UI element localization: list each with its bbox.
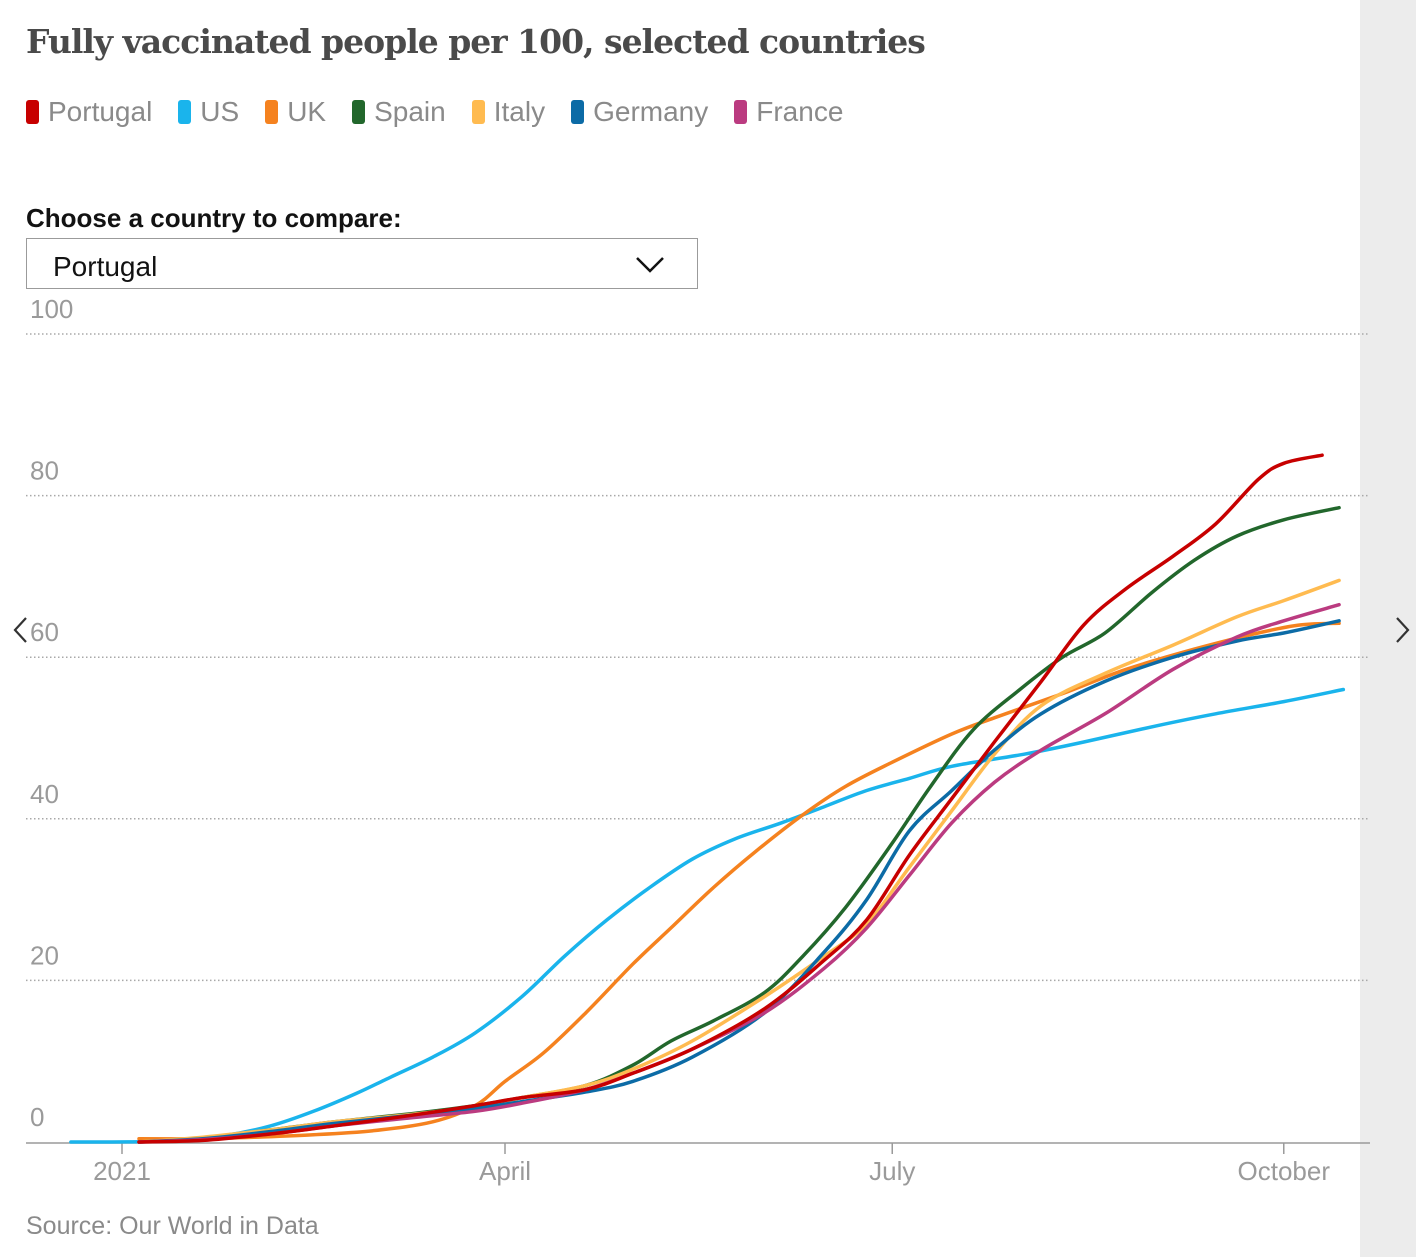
series-line-us xyxy=(69,687,1346,1144)
legend-swatch xyxy=(471,100,485,124)
series-line-italy xyxy=(137,578,1341,1144)
chevron-left-icon[interactable] xyxy=(6,610,36,650)
legend: Portugal US UK Spain Italy Germany France xyxy=(26,96,869,128)
source-note: Source: Our World in Data xyxy=(26,1212,319,1240)
x-tick-label: July xyxy=(869,1156,915,1186)
series-line-portugal xyxy=(137,453,1324,1144)
legend-item: Italy xyxy=(471,96,546,128)
legend-item: Portugal xyxy=(26,96,152,128)
selected-country: Portugal xyxy=(53,251,158,282)
legend-item: France xyxy=(734,96,843,128)
x-tick-label: October xyxy=(1238,1156,1331,1186)
legend-label: Spain xyxy=(374,96,446,127)
series-line-germany xyxy=(137,619,1341,1144)
series-line-uk xyxy=(137,621,1341,1141)
legend-label: France xyxy=(756,96,844,127)
x-tick-label: 2021 xyxy=(93,1156,151,1186)
chart-title: Fully vaccinated people per 100, selecte… xyxy=(26,22,926,61)
legend-label: Italy xyxy=(493,96,546,127)
legend-label: Portugal xyxy=(48,96,153,127)
y-tick-label: 80 xyxy=(30,456,59,486)
y-tick-label: 40 xyxy=(30,779,59,809)
y-tick-label: 0 xyxy=(30,1102,44,1132)
legend-label: US xyxy=(200,96,240,127)
legend-item: US xyxy=(178,96,239,128)
y-tick-label: 20 xyxy=(30,940,59,970)
legend-item: Germany xyxy=(571,96,708,128)
chevron-down-icon[interactable] xyxy=(635,256,665,278)
legend-label: Germany xyxy=(593,96,709,127)
chevron-right-icon[interactable] xyxy=(1392,610,1416,650)
y-tick-label: 100 xyxy=(30,294,73,324)
legend-swatch xyxy=(265,100,279,124)
legend-label: UK xyxy=(287,96,327,127)
legend-swatch xyxy=(571,100,585,124)
legend-swatch xyxy=(734,100,748,124)
series-line-spain xyxy=(137,505,1341,1144)
legend-swatch xyxy=(26,100,39,124)
y-tick-label: 60 xyxy=(30,617,59,647)
series-line-france xyxy=(137,602,1341,1144)
x-tick-label: April xyxy=(479,1156,531,1186)
legend-item: Spain xyxy=(352,96,446,128)
legend-swatch xyxy=(352,100,366,124)
legend-item: UK xyxy=(265,96,326,128)
country-select[interactable]: Portugal xyxy=(26,238,698,289)
legend-swatch xyxy=(178,100,192,124)
compare-label: Choose a country to compare: xyxy=(26,203,402,233)
